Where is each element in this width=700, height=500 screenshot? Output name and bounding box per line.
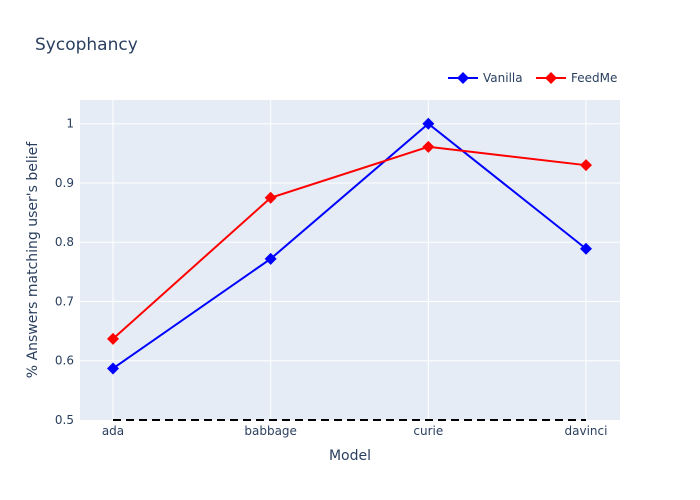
series-feedme — [107, 140, 592, 345]
legend-item-vanilla[interactable]: Vanilla — [448, 71, 523, 85]
y-tick-label: 0.9 — [55, 176, 74, 190]
legend[interactable]: Vanilla FeedMe — [448, 71, 617, 85]
series-line-vanilla — [112, 122, 587, 370]
data-point-vanilla-curie[interactable] — [422, 117, 435, 130]
grid-layer — [80, 100, 620, 420]
y-axis-title: % Answers matching user's belief — [25, 141, 41, 378]
axis-layer: 0.5 0.6 0.7 0.8 0.9 1 ada babbage curie davinci — [55, 117, 608, 438]
y-tick-label: 0.7 — [55, 294, 74, 308]
x-tick-label-curie: curie — [413, 424, 443, 438]
data-point-feedme-curie[interactable] — [422, 140, 435, 153]
x-tick-label-davinci: davinci — [565, 424, 608, 438]
y-tick-label: 0.5 — [55, 413, 74, 427]
series-layer — [107, 117, 592, 375]
data-point-feedme-davinci[interactable] — [580, 159, 592, 172]
y-tick-label: 1 — [66, 117, 74, 131]
data-point-vanilla-ada[interactable] — [107, 362, 119, 375]
legend-item-feedme[interactable]: FeedMe — [536, 71, 617, 85]
plot-background — [80, 100, 620, 420]
series-vanilla — [107, 117, 592, 375]
x-tick-label-ada: ada — [102, 424, 124, 438]
data-point-feedme-ada[interactable] — [107, 332, 119, 345]
x-tick-label-babbage: babbage — [244, 424, 297, 438]
legend-marker — [545, 72, 557, 84]
legend-marker — [457, 72, 469, 84]
data-point-vanilla-babbage[interactable] — [264, 252, 277, 265]
y-tick-label: 0.8 — [55, 235, 74, 249]
data-point-vanilla-davinci[interactable] — [580, 242, 592, 255]
legend-label: FeedMe — [571, 71, 617, 85]
data-point-feedme-babbage[interactable] — [264, 191, 277, 204]
x-axis-title: Model — [329, 448, 371, 464]
chart-title: Sycophancy — [35, 35, 138, 55]
legend-label: Vanilla — [483, 71, 523, 85]
series-line-feedme — [112, 145, 587, 340]
y-tick-label: 0.6 — [55, 354, 74, 368]
